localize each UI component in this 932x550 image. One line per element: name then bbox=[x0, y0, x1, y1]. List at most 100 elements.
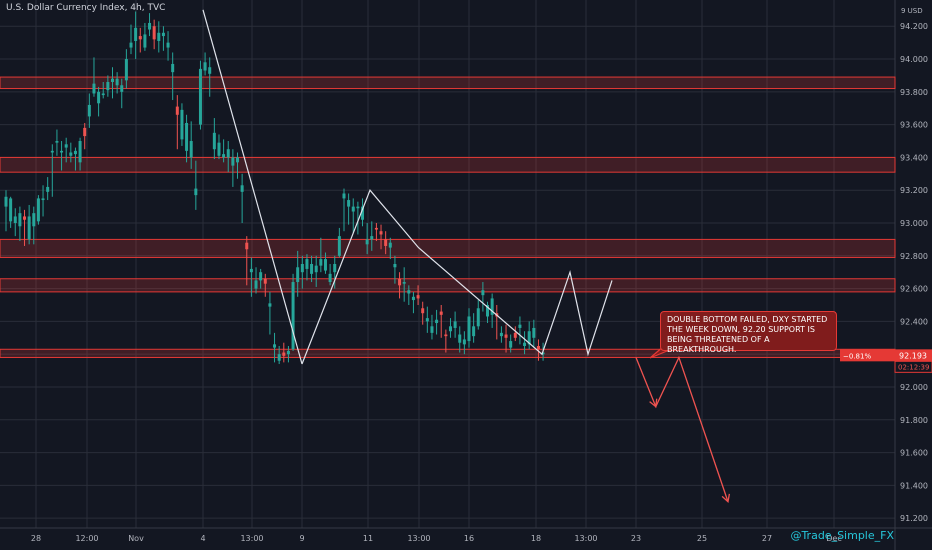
candle-body bbox=[64, 144, 68, 148]
candle-body bbox=[481, 290, 485, 296]
x-tick-label: 16 bbox=[464, 534, 474, 543]
candle-body bbox=[36, 198, 40, 222]
x-tick-label: 23 bbox=[631, 534, 641, 543]
candle-body bbox=[527, 331, 531, 345]
candle-body bbox=[342, 193, 346, 199]
candle-body bbox=[157, 32, 161, 41]
candle-body bbox=[374, 227, 378, 230]
candle-body bbox=[486, 304, 490, 317]
candle-body bbox=[462, 339, 466, 345]
x-tick-label: 9 bbox=[299, 534, 304, 543]
candle-body bbox=[245, 242, 249, 250]
y-tick-label: 92.000 bbox=[900, 383, 928, 392]
x-tick-label: Dec bbox=[826, 534, 841, 543]
candle-body bbox=[407, 290, 411, 294]
y-tick-label: 94.200 bbox=[900, 22, 928, 31]
candle-body bbox=[439, 311, 443, 315]
candle-body bbox=[435, 319, 439, 324]
candle-body bbox=[152, 26, 156, 40]
candle-body bbox=[416, 295, 420, 299]
candle-body bbox=[421, 308, 425, 314]
candle-body bbox=[189, 141, 193, 158]
candle-body bbox=[476, 308, 480, 327]
candle-body bbox=[300, 264, 304, 273]
candle-body bbox=[138, 36, 142, 40]
candle-body bbox=[347, 200, 351, 207]
candle-body bbox=[398, 278, 402, 286]
candle-body bbox=[458, 334, 462, 343]
candle-body bbox=[115, 78, 119, 86]
candle-body bbox=[23, 216, 27, 220]
candle-body bbox=[361, 206, 365, 220]
x-tick-label: 13:00 bbox=[240, 534, 263, 543]
candle-body bbox=[467, 316, 471, 342]
candle-body bbox=[13, 216, 17, 224]
candle-body bbox=[425, 318, 429, 322]
candle-body bbox=[430, 326, 434, 333]
candle-body bbox=[41, 198, 45, 201]
candle-body bbox=[509, 341, 513, 348]
change-label: −0.81% bbox=[843, 352, 871, 360]
candle-body bbox=[217, 142, 221, 156]
candle-body bbox=[27, 216, 31, 240]
arrowhead bbox=[721, 493, 731, 504]
axis-currency-label: 9 USD bbox=[901, 7, 923, 15]
candle-body bbox=[134, 27, 138, 41]
annotation-callout[interactable]: DOUBLE BOTTOM FAILED, DXY STARTED THE WE… bbox=[660, 311, 837, 354]
price-label: 92.193 bbox=[899, 351, 927, 360]
candle-body bbox=[101, 93, 105, 96]
price-zone bbox=[0, 238, 896, 258]
candle-body bbox=[194, 188, 198, 196]
candle-body bbox=[268, 303, 272, 307]
candle-body bbox=[203, 62, 207, 71]
candle-body bbox=[259, 272, 263, 281]
candle-body bbox=[124, 59, 128, 81]
candle-body bbox=[198, 68, 202, 125]
candle-body bbox=[282, 352, 286, 356]
price-zone bbox=[0, 156, 896, 173]
candle-body bbox=[212, 132, 216, 150]
x-tick-label: 12:00 bbox=[75, 534, 98, 543]
candle-body bbox=[541, 352, 545, 355]
candle-body bbox=[536, 345, 540, 350]
candle-body bbox=[384, 239, 388, 246]
candle-body bbox=[87, 104, 91, 117]
x-tick-label: 27 bbox=[762, 534, 772, 543]
candle-body bbox=[453, 321, 457, 328]
candle-body bbox=[78, 141, 82, 163]
candle-body bbox=[110, 78, 114, 82]
candle-body bbox=[83, 127, 87, 137]
candle-body bbox=[143, 34, 147, 48]
candle-body bbox=[319, 259, 323, 266]
candle-body bbox=[379, 231, 383, 235]
candle-body bbox=[60, 150, 64, 153]
candle-body bbox=[180, 109, 184, 140]
candle-body bbox=[448, 326, 452, 332]
y-tick-label: 93.000 bbox=[900, 219, 928, 228]
y-tick-label: 91.800 bbox=[900, 416, 928, 425]
candle-body bbox=[9, 198, 13, 222]
y-tick-label: 91.200 bbox=[900, 514, 928, 523]
price-zone bbox=[0, 278, 896, 293]
candle-body bbox=[328, 273, 332, 283]
candle-body bbox=[273, 344, 277, 348]
candle-body bbox=[388, 242, 392, 248]
price-tag bbox=[895, 349, 932, 362]
candle-body bbox=[92, 83, 96, 94]
candle-body bbox=[55, 141, 59, 143]
candle-body bbox=[504, 334, 508, 338]
candle-body bbox=[513, 332, 517, 338]
author-watermark: @Trade_Simple_FX bbox=[790, 529, 894, 542]
candle-body bbox=[222, 154, 226, 158]
candle-body bbox=[263, 278, 267, 284]
y-tick-label: 91.400 bbox=[900, 481, 928, 490]
candle-body bbox=[310, 264, 314, 274]
candle-body bbox=[277, 354, 281, 361]
candle-body bbox=[314, 265, 318, 273]
candle-body bbox=[175, 106, 179, 115]
candle-body bbox=[532, 327, 536, 338]
candle-body bbox=[333, 264, 337, 273]
candle-body bbox=[161, 32, 165, 37]
candle-body bbox=[305, 259, 309, 269]
